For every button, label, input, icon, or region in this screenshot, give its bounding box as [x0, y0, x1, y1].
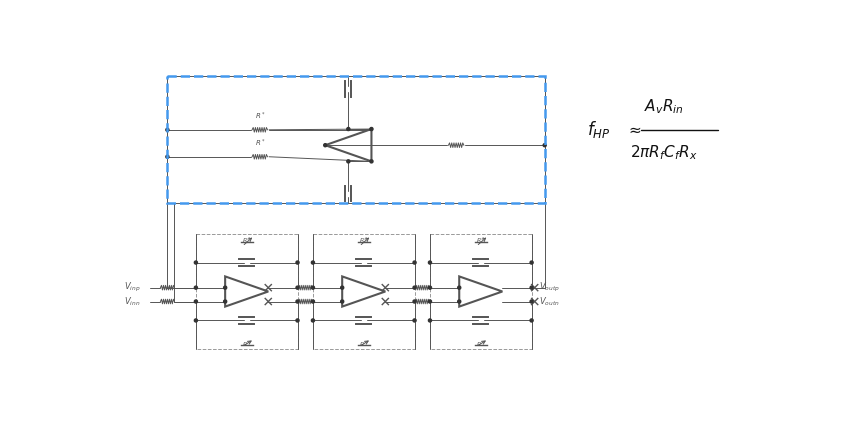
Circle shape [530, 286, 533, 289]
Circle shape [458, 300, 461, 303]
Circle shape [224, 286, 227, 289]
Circle shape [311, 286, 315, 289]
Text: $R^*$: $R^*$ [476, 340, 486, 349]
Bar [168, 76, 544, 203]
Bar [196, 234, 298, 349]
Circle shape [530, 300, 533, 303]
Circle shape [341, 300, 344, 303]
Circle shape [458, 286, 461, 289]
Bar [430, 234, 531, 349]
Text: $R^*$: $R^*$ [255, 111, 265, 122]
Circle shape [296, 300, 299, 303]
Circle shape [413, 286, 416, 289]
Circle shape [323, 143, 327, 147]
Circle shape [428, 319, 432, 322]
Circle shape [166, 128, 169, 131]
Circle shape [370, 128, 373, 131]
Text: $V_{outn}$: $V_{outn}$ [539, 295, 560, 308]
Circle shape [428, 261, 432, 264]
Circle shape [428, 300, 432, 303]
Text: $R^*$: $R^*$ [242, 235, 251, 245]
Text: $R^*$: $R^*$ [255, 138, 265, 149]
Text: $2\pi R_f C_f R_x$: $2\pi R_f C_f R_x$ [630, 143, 697, 162]
Circle shape [311, 300, 315, 303]
Circle shape [530, 319, 533, 322]
Circle shape [428, 286, 432, 289]
Circle shape [413, 319, 416, 322]
Text: $R^*$: $R^*$ [242, 340, 251, 349]
Text: $f_{HP}$: $f_{HP}$ [587, 119, 611, 140]
Circle shape [194, 300, 198, 303]
Circle shape [224, 300, 227, 303]
Text: $R^*$: $R^*$ [359, 340, 369, 349]
Text: $R^*$: $R^*$ [359, 235, 369, 245]
Circle shape [194, 319, 198, 322]
Circle shape [296, 286, 299, 289]
Circle shape [530, 261, 533, 264]
Bar [313, 234, 415, 349]
Circle shape [413, 300, 416, 303]
Circle shape [194, 286, 198, 289]
Text: $V_{inn}$: $V_{inn}$ [124, 295, 140, 308]
Circle shape [544, 143, 546, 147]
Circle shape [311, 319, 315, 322]
Circle shape [413, 261, 416, 264]
Circle shape [296, 319, 299, 322]
Circle shape [166, 155, 169, 158]
Circle shape [296, 261, 299, 264]
Text: $\approx$: $\approx$ [625, 122, 642, 137]
Text: $A_v R_{in}$: $A_v R_{in}$ [644, 97, 684, 116]
Circle shape [194, 261, 198, 264]
Text: $V_{inp}$: $V_{inp}$ [124, 281, 140, 294]
Circle shape [347, 160, 350, 163]
Text: $R^*$: $R^*$ [476, 235, 486, 245]
Circle shape [370, 160, 373, 163]
Circle shape [311, 261, 315, 264]
Text: $V_{outp}$: $V_{outp}$ [539, 281, 560, 294]
Circle shape [341, 286, 344, 289]
Circle shape [347, 128, 350, 131]
